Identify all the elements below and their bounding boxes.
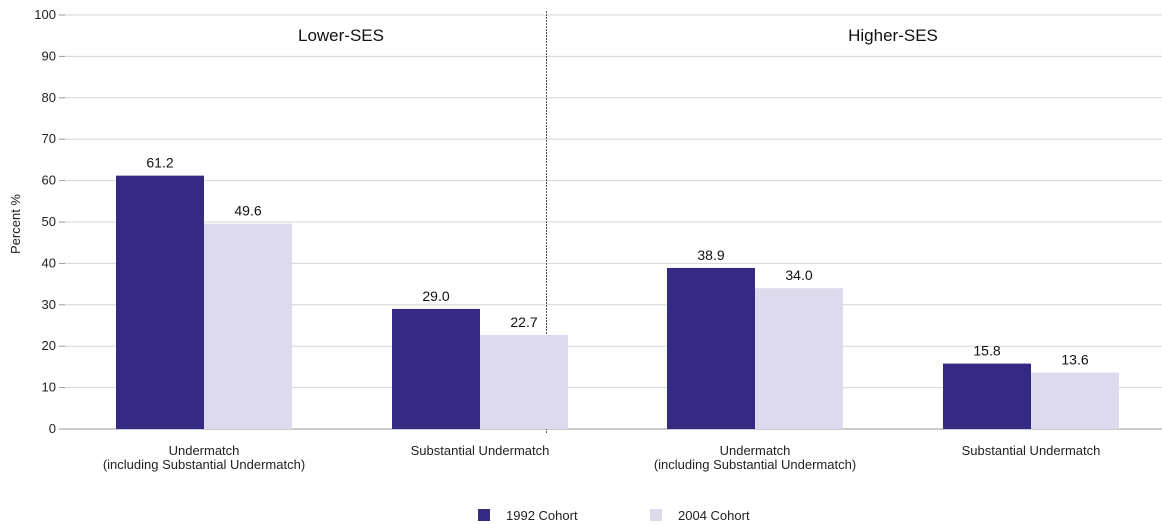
y-tick-label: 50 [42, 214, 56, 229]
category-label: Substantial Undermatch [411, 443, 550, 458]
y-tick-label: 60 [42, 173, 56, 188]
legend-swatch [478, 509, 490, 521]
y-tick-label: 10 [42, 380, 56, 395]
bar [755, 288, 843, 429]
data-label: 49.6 [234, 203, 261, 219]
category-label: (including Substantial Undermatch) [654, 457, 856, 472]
y-tick-label: 80 [42, 90, 56, 105]
category-label: Undermatch [720, 443, 791, 458]
data-label: 22.7 [510, 314, 537, 330]
y-axis-label: Percent % [8, 194, 23, 254]
category-labels: Undermatch(including Substantial Underma… [103, 443, 1101, 472]
bar [480, 335, 568, 429]
legend-label: 2004 Cohort [678, 508, 750, 523]
legend: 1992 Cohort 2004 Cohort [478, 508, 750, 523]
panel-title: Higher-SES [848, 26, 938, 45]
category-label: (including Substantial Undermatch) [103, 457, 305, 472]
bar [1031, 372, 1119, 429]
bar [943, 363, 1031, 429]
data-label: 29.0 [422, 288, 449, 304]
y-tick-label: 40 [42, 255, 56, 270]
data-label: 15.8 [973, 343, 1000, 359]
panel-titles: Lower-SES Higher-SES [298, 26, 938, 45]
y-tick-label: 70 [42, 131, 56, 146]
legend-label: 1992 Cohort [506, 508, 578, 523]
bars [116, 175, 1119, 429]
bar [667, 267, 755, 429]
y-tick-label: 100 [34, 7, 56, 22]
y-tick-label: 20 [42, 338, 56, 353]
data-label: 34.0 [785, 267, 812, 283]
legend-swatch [650, 509, 662, 521]
data-label: 61.2 [146, 155, 173, 171]
bar [204, 223, 292, 429]
category-label: Undermatch [169, 443, 240, 458]
y-tick-label: 0 [49, 421, 56, 436]
y-tick-label: 90 [42, 48, 56, 63]
panel-title: Lower-SES [298, 26, 384, 45]
category-label: Substantial Undermatch [962, 443, 1101, 458]
y-tick-label: 30 [42, 297, 56, 312]
bar [392, 308, 480, 429]
data-label: 13.6 [1061, 352, 1088, 368]
bar [116, 175, 204, 429]
data-label: 38.9 [697, 247, 724, 263]
data-labels: 61.2 49.6 29.0 22.7 38.9 34.0 15.8 13.6 [146, 155, 1088, 368]
y-axis-ticks: 0 10 20 30 40 50 60 70 80 90 100 [34, 7, 65, 436]
